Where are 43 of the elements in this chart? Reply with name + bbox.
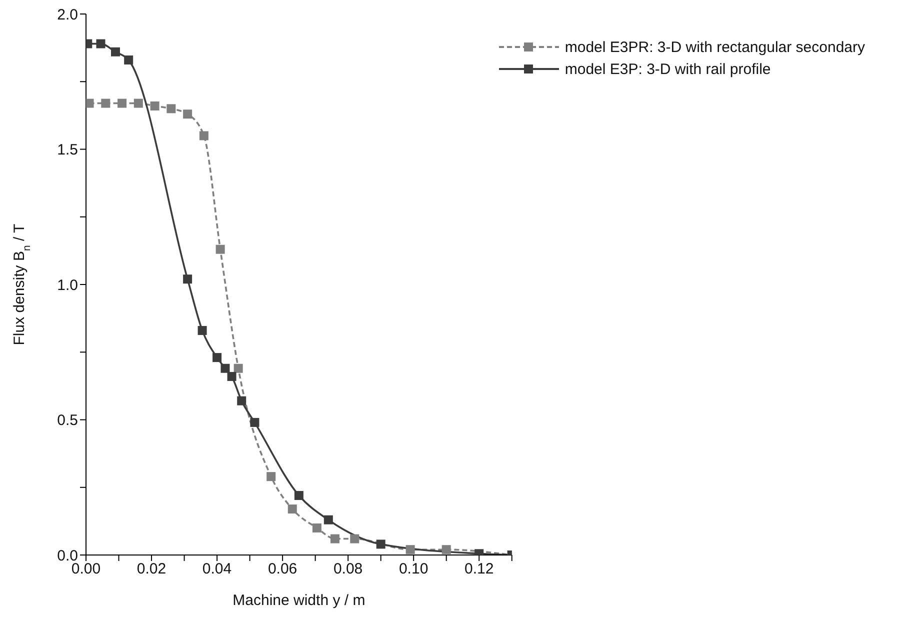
point (266, 472, 276, 482)
point (350, 534, 360, 544)
point (288, 504, 297, 514)
y-tick-label: 0.5 (57, 412, 78, 430)
point (294, 490, 304, 500)
point (227, 372, 236, 381)
point (134, 98, 143, 108)
point (166, 104, 176, 114)
x-tick-label: 0.02 (136, 560, 166, 578)
point (101, 98, 110, 108)
point (442, 545, 451, 554)
point (124, 55, 134, 64)
point (250, 418, 260, 427)
point (110, 47, 120, 56)
point (86, 98, 94, 108)
point (212, 353, 222, 362)
point (234, 364, 243, 373)
point (183, 110, 192, 119)
legend-label: model E3PR: 3-D with rectangular secondary (564, 38, 865, 56)
point (199, 131, 208, 140)
legend-label: model E3P: 3-D with rail profile (564, 60, 771, 78)
point (237, 396, 246, 406)
x-tick-label: 0.08 (333, 560, 363, 578)
point (220, 364, 230, 373)
point (376, 540, 386, 549)
y-tick-label: 1.5 (57, 142, 78, 159)
point (324, 515, 333, 524)
point (183, 274, 192, 284)
x-tick-label: 0.10 (398, 560, 428, 578)
point (216, 244, 225, 254)
point (406, 545, 415, 554)
point (198, 326, 207, 335)
x-tick-label: 0.06 (268, 560, 298, 578)
point (330, 534, 340, 544)
point (312, 523, 322, 532)
x-tick-label: 0.04 (202, 560, 232, 578)
point (118, 98, 127, 108)
y-tick-label: 2.0 (57, 6, 78, 24)
x-tick-label: 0.12 (464, 560, 494, 578)
point (150, 101, 160, 110)
x-axis-title: Machine width y / m (232, 592, 366, 609)
point (96, 39, 106, 48)
y-tick-label: 1.0 (57, 276, 78, 294)
